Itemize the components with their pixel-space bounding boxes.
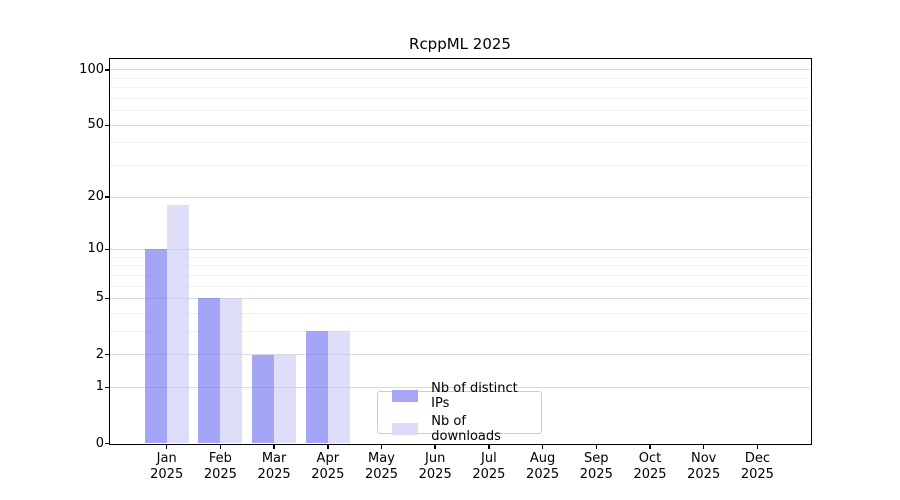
minor-gridline	[110, 165, 810, 167]
x-axis-tick-label: Jan 2025	[150, 451, 184, 482]
minor-gridline	[110, 77, 810, 79]
x-axis-tick	[327, 444, 329, 449]
x-axis-tick-label: May 2025	[364, 451, 399, 482]
x-axis-tick	[434, 444, 436, 449]
minor-gridline	[110, 87, 810, 89]
x-axis-tick-label: Jun 2025	[418, 451, 452, 482]
y-axis-tick	[105, 353, 110, 356]
bar-downloads	[327, 331, 350, 444]
bar-distinct-ips	[198, 298, 221, 444]
y-axis-tick	[105, 248, 110, 251]
x-axis-tick	[165, 444, 168, 449]
x-axis-tick	[649, 444, 651, 449]
major-gridline	[110, 354, 810, 356]
y-axis-tick-label: 0	[95, 435, 104, 451]
bar-distinct-ips	[252, 354, 275, 444]
major-gridline	[110, 248, 810, 250]
y-axis-tick	[105, 69, 110, 71]
bar-distinct-ips	[305, 331, 328, 444]
x-axis-tick	[702, 444, 705, 449]
legend-swatch-distinct-ips	[392, 390, 419, 402]
x-axis-tick	[595, 444, 598, 449]
x-axis-tick-label: Oct 2025	[633, 451, 667, 482]
legend-label-downloads: Nb of downloads	[431, 414, 501, 444]
x-axis-tick	[541, 444, 544, 449]
minor-gridline	[110, 98, 810, 100]
legend-item-downloads: Nb of downloads	[386, 414, 533, 444]
y-axis-tick-label: 20	[87, 189, 104, 205]
major-gridline	[110, 297, 810, 299]
major-gridline	[110, 196, 810, 198]
legend: Nb of distinct IPs Nb of downloads	[377, 381, 542, 444]
y-axis-tick-label: 5	[95, 290, 104, 306]
legend-item-distinct-ips: Nb of distinct IPs	[386, 381, 533, 411]
x-axis-tick-label: Mar 2025	[257, 451, 291, 482]
y-axis-tick-label: 10	[87, 241, 104, 257]
x-axis-tick	[273, 444, 275, 449]
x-axis-tick-label: Jul 2025	[472, 451, 506, 482]
bar-distinct-ips	[144, 249, 167, 444]
minor-gridline	[110, 274, 810, 276]
minor-gridline	[110, 285, 810, 287]
minor-gridline	[110, 265, 810, 267]
bar-downloads	[220, 298, 243, 444]
x-axis-tick-label: Apr 2025	[311, 451, 345, 482]
minor-gridline	[110, 110, 810, 112]
major-gridline	[110, 124, 810, 126]
major-gridline	[110, 69, 810, 71]
minor-gridline	[110, 142, 810, 144]
minor-gridline	[110, 312, 810, 314]
x-axis-tick-label: Aug 2025	[526, 451, 560, 482]
y-axis-tick	[105, 386, 110, 389]
y-axis-tick	[105, 297, 110, 300]
minor-gridline	[110, 330, 810, 332]
x-axis-tick-label: Feb 2025	[203, 451, 237, 482]
x-axis-tick-label: Nov 2025	[687, 451, 721, 482]
y-axis-tick	[105, 196, 110, 198]
legend-swatch-downloads	[392, 423, 419, 435]
x-axis-tick	[219, 444, 222, 449]
major-gridline	[110, 386, 810, 388]
minor-gridline	[110, 256, 810, 258]
legend-label-distinct-ips: Nb of distinct IPs	[431, 381, 518, 411]
x-axis-tick	[488, 444, 490, 449]
x-axis-tick-label: Dec 2025	[740, 451, 774, 482]
x-axis-tick	[380, 444, 383, 449]
y-axis-tick-label: 1	[95, 379, 104, 395]
y-axis-tick-label: 100	[79, 61, 104, 77]
y-axis-tick	[105, 124, 110, 127]
chart-title: RcppML 2025	[409, 35, 511, 53]
y-axis-tick	[105, 442, 110, 445]
x-axis-tick	[756, 444, 759, 449]
y-axis-tick-label: 50	[87, 117, 104, 133]
bar-downloads	[166, 205, 189, 444]
x-axis-tick-label: Sep 2025	[579, 451, 613, 482]
y-axis-tick-label: 2	[95, 346, 104, 362]
bar-downloads	[274, 354, 297, 444]
